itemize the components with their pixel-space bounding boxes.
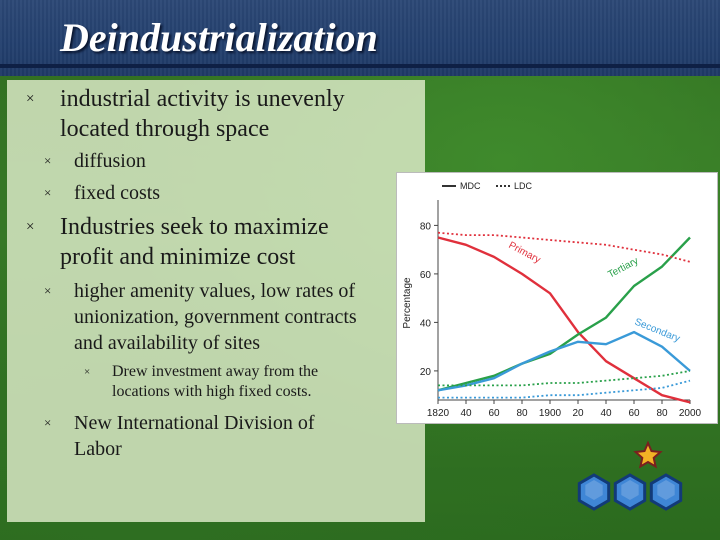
bullet-level-2: × fixed costs: [44, 180, 160, 206]
title-underline: [0, 64, 720, 68]
series-line-secondary-ldc: [438, 379, 691, 399]
y-tick-label: 80: [420, 221, 432, 232]
bullet-x-icon: ×: [44, 283, 52, 298]
bullet-level-1: × industrial activity is unevenly located …: [26, 84, 345, 144]
x-tick-label: 20: [572, 408, 584, 419]
y-tick-label: 40: [420, 318, 432, 329]
bullet-level-3: × Drew investment away from the locations …: [84, 362, 318, 402]
bullet-line: fixed costs: [74, 182, 161, 204]
y-tick-label: 60: [420, 270, 432, 281]
chart-frame: [396, 172, 718, 424]
x-tick-label: 40: [460, 408, 472, 419]
x-tick-label: 1900: [539, 408, 562, 419]
bullet-x-icon: ×: [84, 366, 91, 378]
x-tick-label: 80: [516, 408, 528, 419]
chart-svg: 20 40 60 80 1820 40 60 80 1900 20 40 60 80 2000 Percen…: [396, 172, 718, 424]
bullet-level-2: × diffusion: [44, 148, 146, 174]
star-icon: [633, 440, 663, 469]
bullet-line: profit and minimize cost: [60, 244, 296, 270]
bullet-text: Industries seek to maximize profit and mi…: [60, 212, 329, 272]
bullet-line: diffusion: [74, 150, 146, 172]
bullet-text: fixed costs: [74, 180, 160, 206]
y-tick-label: 20: [420, 367, 432, 378]
sector-employment-chart: 20 40 60 80 1820 40 60 80 1900 20 40 60 80 2000 Percen…: [396, 172, 718, 424]
bullet-line: and availability of sites: [74, 332, 261, 354]
series-line-primary-ldc: [437, 231, 691, 263]
bullet-x-icon: ×: [44, 185, 52, 200]
bullet-text: higher amenity values, low rates of union…: [74, 278, 357, 356]
bullet-line: located through space: [60, 116, 270, 142]
content-panel: [7, 80, 425, 522]
bullet-text: Drew investment away from the locations w…: [112, 362, 318, 402]
bullet-line: locations with high fixed costs.: [112, 383, 312, 400]
title-bar: [0, 0, 720, 76]
bullet-x-icon: ×: [26, 91, 35, 107]
slide-title: Deindustrialization: [60, 15, 378, 60]
legend-label: MDC: [460, 181, 481, 191]
y-axis-label: Percentage: [402, 277, 413, 329]
bullet-level-1: × Industries seek to maximize profit and m…: [26, 212, 329, 272]
nav-back-hexagon-button[interactable]: [577, 473, 611, 511]
series-line-tertiary-mdc: [437, 236, 691, 392]
bullet-line: Industries seek to maximize: [60, 214, 329, 240]
x-tick-label: 1820: [427, 408, 450, 419]
x-tick-label: 2000: [679, 408, 702, 419]
bullet-line: unionization, government contracts: [74, 306, 357, 328]
bullet-text: diffusion: [74, 148, 146, 174]
x-tick-label: 80: [656, 408, 668, 419]
x-tick-label: 60: [488, 408, 500, 419]
bullet-level-2: × New International Division of Labor: [44, 410, 315, 462]
nav-forward-hexagon-button[interactable]: [649, 473, 683, 511]
bullet-x-icon: ×: [26, 219, 35, 235]
x-tick-label: 40: [600, 408, 612, 419]
nav-home-hexagon-button[interactable]: [613, 473, 647, 511]
legend-label: LDC: [514, 181, 533, 191]
series-line-primary-mdc: [437, 236, 691, 404]
navigation-buttons[interactable]: [574, 440, 689, 520]
x-tick-label: 60: [628, 408, 640, 419]
hexagon-highlight: [621, 480, 639, 500]
bullet-text: New International Division of Labor: [74, 410, 315, 462]
hexagon-highlight: [585, 480, 603, 500]
bullet-x-icon: ×: [44, 415, 52, 430]
bullet-line: higher amenity values, low rates of: [74, 280, 356, 302]
nav-svg[interactable]: [574, 440, 689, 520]
bullet-line: New International Division of: [74, 412, 315, 434]
bullet-x-icon: ×: [44, 153, 52, 168]
bullet-level-2: × higher amenity values, low rates of unio…: [44, 278, 357, 356]
bullet-line: Labor: [74, 438, 122, 460]
bullet-text: industrial activity is unevenly located t…: [60, 84, 345, 144]
bullet-line: Drew investment away from the: [112, 363, 319, 380]
bullet-line: industrial activity is unevenly: [60, 86, 345, 112]
hexagon-highlight: [657, 480, 675, 500]
series-line-tertiary-ldc: [438, 370, 691, 387]
series-line-secondary-mdc: [437, 330, 691, 392]
